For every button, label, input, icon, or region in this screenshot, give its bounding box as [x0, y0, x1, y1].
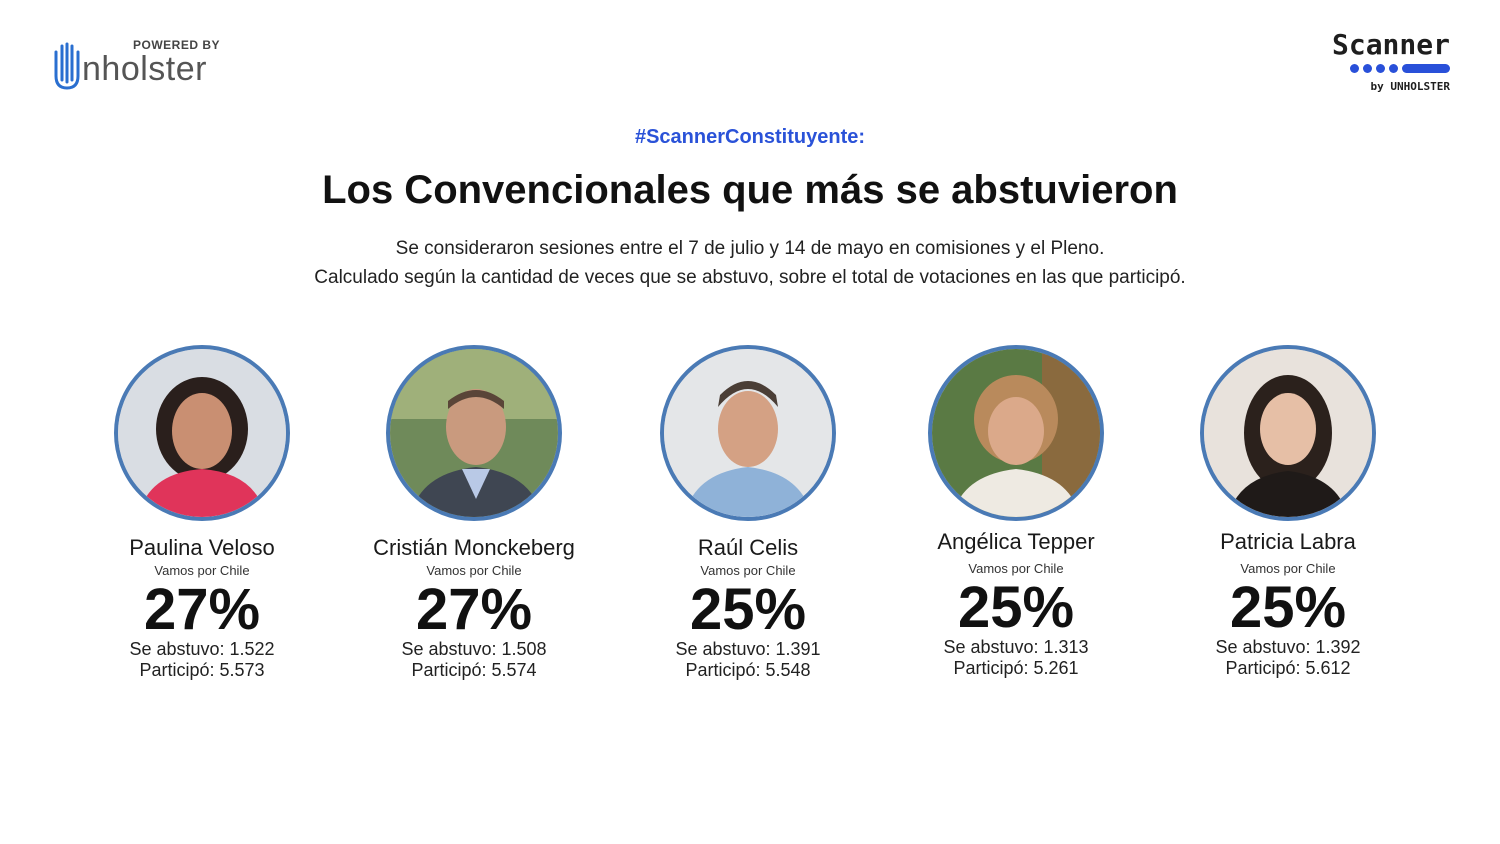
abstained-count: Se abstuvo: 1.522 [129, 639, 275, 659]
subtitle-line-1: Se consideraron sesiones entre el 7 de j… [395, 238, 1105, 259]
member-name: Patricia Labra [1220, 529, 1356, 554]
abstained-count: Se abstuvo: 1.508 [401, 639, 547, 659]
member-card: Raúl Celis Vamos por Chile 25% Se abstuv… [618, 345, 878, 681]
abstention-percentage: 27% [415, 577, 533, 642]
unholster-wordmark: nholster [82, 50, 207, 88]
scanner-wordmark: Scanner [1331, 28, 1450, 61]
member-card: Angélica Tepper Vamos por Chile 25% Se a… [886, 345, 1146, 679]
scanner-by-label: by UNHOLSTER [1370, 80, 1450, 93]
member-card: Cristián Monckeberg Vamos por Chile 27% … [344, 345, 604, 681]
page-title: Los Convencionales que más se abstuviero… [322, 168, 1178, 212]
powered-by-label: POWERED BY [132, 38, 220, 52]
avatar [928, 345, 1104, 521]
avatar [386, 345, 562, 521]
abstained-count: Se abstuvo: 1.391 [675, 639, 821, 659]
member-card: Patricia Labra Vamos por Chile 25% Se ab… [1158, 345, 1418, 679]
member-party: Vamos por Chile [154, 563, 250, 578]
avatar [660, 345, 836, 521]
avatar [1200, 345, 1376, 521]
member-party: Vamos por Chile [426, 563, 522, 578]
subtitle-line-2: Calculado según la cantidad de veces que… [314, 267, 1186, 288]
participated-count: Participó: 5.574 [411, 660, 537, 680]
scanner-dots-icon [1350, 64, 1450, 73]
member-name: Angélica Tepper [937, 529, 1095, 554]
member-name: Raúl Celis [697, 535, 799, 560]
member-party: Vamos por Chile [968, 561, 1064, 576]
member-party: Vamos por Chile [700, 563, 796, 578]
participated-count: Participó: 5.261 [953, 658, 1079, 678]
member-card: Paulina Veloso Vamos por Chile 27% Se ab… [72, 345, 332, 681]
subtitle: Se consideraron sesiones entre el 7 de j… [0, 234, 1500, 292]
member-name: Paulina Veloso [129, 535, 275, 560]
participated-count: Participó: 5.612 [1225, 658, 1351, 678]
abstained-count: Se abstuvo: 1.392 [1215, 637, 1361, 657]
member-name: Cristián Monckeberg [373, 535, 575, 560]
abstained-count: Se abstuvo: 1.313 [943, 637, 1089, 657]
scanner-logo: Scanner by UNHOLSTER [1310, 28, 1450, 98]
unholster-mark-icon [54, 42, 80, 90]
abstention-percentage: 25% [689, 577, 807, 642]
hashtag: #ScannerConstituyente: [634, 126, 866, 148]
abstention-percentage: 25% [957, 575, 1075, 640]
abstention-percentage: 25% [1229, 575, 1347, 640]
avatar [114, 345, 290, 521]
member-party: Vamos por Chile [1240, 561, 1336, 576]
unholster-logo: POWERED BY nholster [52, 38, 232, 94]
participated-count: Participó: 5.573 [139, 660, 265, 680]
abstention-percentage: 27% [143, 577, 261, 642]
participated-count: Participó: 5.548 [685, 660, 811, 680]
